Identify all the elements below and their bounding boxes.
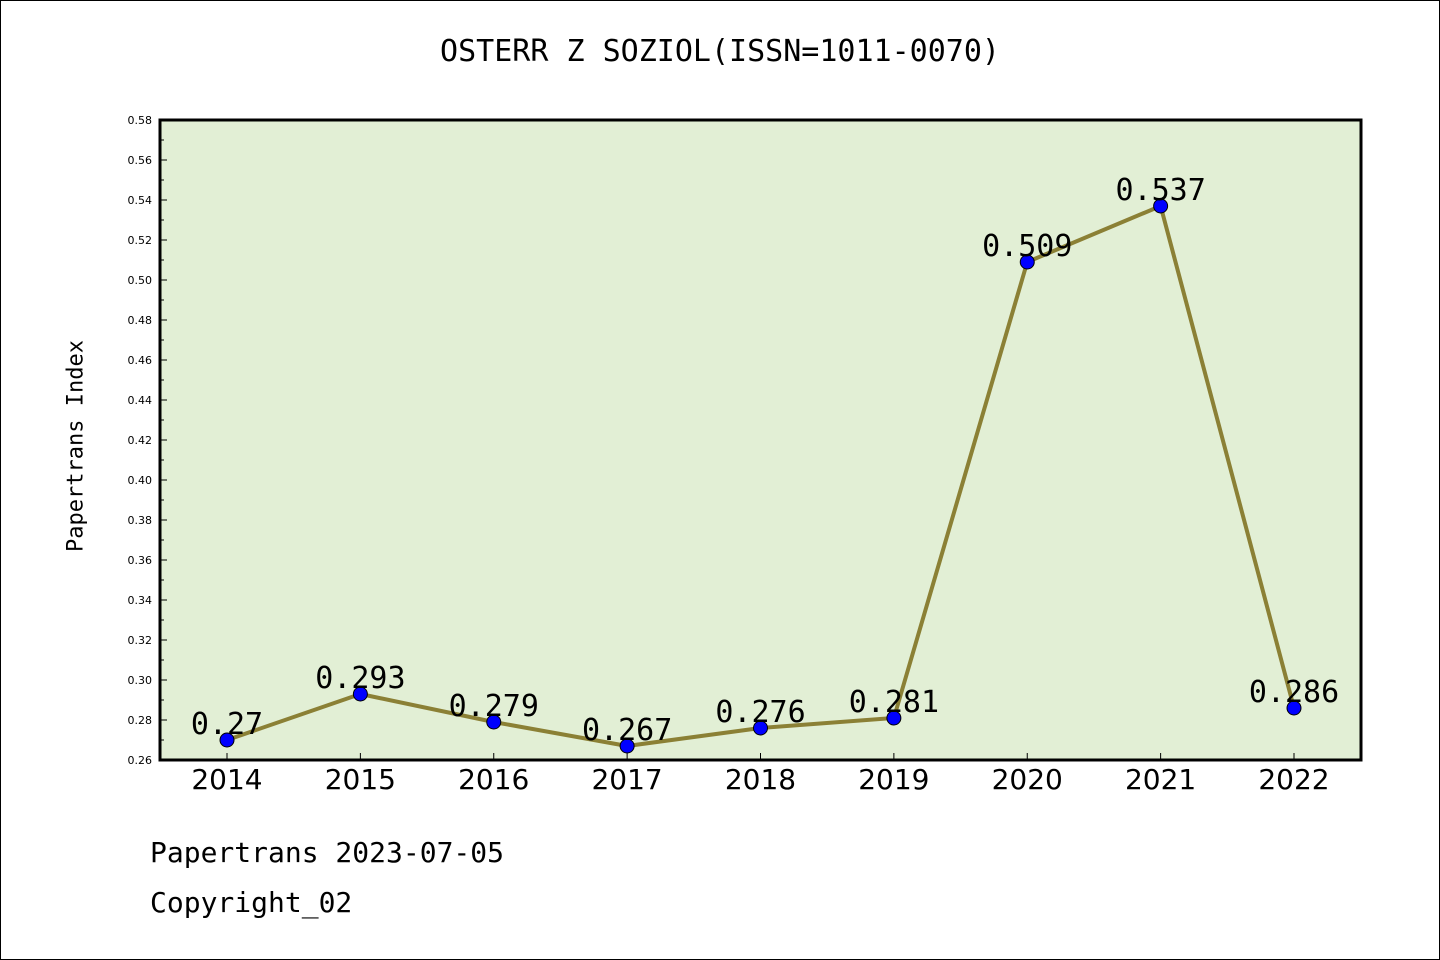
x-tick-label: 2016 <box>458 763 529 796</box>
data-point <box>886 710 902 726</box>
data-point <box>1153 198 1169 214</box>
data-label: 0.537 <box>1115 173 1205 208</box>
y-tick-label: 0.48 <box>128 314 153 327</box>
data-label: 0.27 <box>191 707 263 742</box>
y-tick-label: 0.40 <box>128 474 153 487</box>
y-tick-label: 0.26 <box>128 754 153 767</box>
x-tick-label: 2019 <box>858 763 929 796</box>
y-tick-label: 0.36 <box>128 554 153 567</box>
chart-title: OSTERR Z SOZIOL(ISSN=1011-0070) <box>440 34 1000 69</box>
data-label: 0.293 <box>315 661 405 696</box>
data-label: 0.276 <box>715 695 805 730</box>
y-axis-ticks: 0.26 0.28 0.30 0.32 0.34 0.36 0.38 0.40 0.42 0.44… <box>128 114 167 767</box>
data-point <box>619 738 635 754</box>
footer-date: Papertrans 2023-07-05 <box>150 836 505 869</box>
x-tick-label: 2017 <box>591 763 662 796</box>
y-tick-label: 0.28 <box>128 714 153 727</box>
x-tick-label: 2021 <box>1125 763 1196 796</box>
y-tick-label: 0.34 <box>128 594 153 607</box>
x-tick-label: 2015 <box>325 763 396 796</box>
footer-copyright: Copyright_02 <box>150 886 353 919</box>
data-label: 0.509 <box>982 229 1072 264</box>
data-point <box>1019 254 1035 270</box>
data-points <box>219 198 1302 754</box>
data-point <box>219 732 235 748</box>
y-tick-label: 0.54 <box>128 194 153 207</box>
y-tick-label: 0.50 <box>128 274 153 287</box>
y-tick-label: 0.42 <box>128 434 153 447</box>
x-axis-ticks: 2014 2015 2016 2017 2018 2019 2020 2021 2022 <box>191 753 1330 796</box>
y-tick-label: 0.30 <box>128 674 153 687</box>
data-label: 0.267 <box>582 713 672 748</box>
y-tick-label: 0.44 <box>128 394 153 407</box>
x-tick-label: 2022 <box>1258 763 1329 796</box>
data-label: 0.286 <box>1249 675 1339 710</box>
data-point <box>1286 700 1302 716</box>
y-tick-label: 0.46 <box>128 354 153 367</box>
y-tick-label: 0.52 <box>128 234 153 247</box>
y-tick-label: 0.38 <box>128 514 153 527</box>
data-point <box>753 720 768 736</box>
y-tick-label: 0.56 <box>128 154 153 167</box>
data-point <box>486 714 502 730</box>
x-tick-label: 2020 <box>992 763 1063 796</box>
data-point <box>352 686 368 702</box>
x-tick-label: 2014 <box>191 763 262 796</box>
y-tick-label: 0.58 <box>128 114 153 127</box>
data-labels: 0.27 0.293 0.279 0.267 0.276 0.281 0.509 0.537 0… <box>191 173 1339 748</box>
data-label: 0.281 <box>849 685 939 720</box>
x-tick-label: 2018 <box>725 763 796 796</box>
y-tick-label: 0.32 <box>128 634 153 647</box>
data-label: 0.279 <box>449 689 539 724</box>
plot-area <box>158 118 1363 762</box>
